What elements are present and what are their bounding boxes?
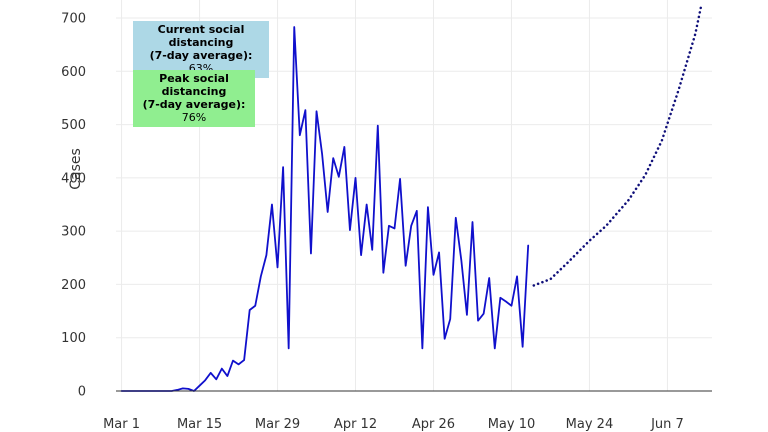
- peak-distancing-value: 76%: [181, 111, 207, 124]
- current-distancing-title-line-2: (7-day average):: [149, 49, 253, 62]
- x-tick-label: Mar 15: [177, 417, 222, 432]
- x-tick-label: May 10: [488, 417, 536, 432]
- x-tick-label: Apr 12: [334, 417, 377, 432]
- x-tick-label: Mar 29: [255, 417, 300, 432]
- current-distancing-title-line-1: Current social distancing: [157, 23, 245, 49]
- peak-distancing-title-line-2: (7-day average):: [142, 98, 246, 111]
- y-tick-label: 500: [61, 118, 86, 133]
- y-tick-label: 0: [78, 385, 86, 400]
- y-axis-title: Cases: [68, 148, 84, 190]
- y-tick-labels: 0 100 200 300 400 500 600 700: [61, 12, 86, 400]
- x-tick-labels: Mar 1 Mar 15 Mar 29 Apr 12 Apr 26 May 10 May 2…: [103, 417, 684, 432]
- y-tick-label: 400: [61, 171, 86, 186]
- series-lines: [120, 6, 703, 392]
- peak-social-distancing-annotation: Peak social distancing (7-day average): …: [133, 70, 255, 127]
- daily-cases-line: [120, 26, 530, 392]
- x-tick-label: Mar 1: [103, 417, 140, 432]
- projected-cases-line: [532, 6, 703, 287]
- y-tick-label: 600: [61, 65, 86, 80]
- x-tick-label: Jun 7: [650, 417, 684, 432]
- x-tick-label: Apr 26: [412, 417, 455, 432]
- y-tick-label: 100: [61, 331, 86, 346]
- x-tick-label: May 24: [566, 417, 614, 432]
- y-tick-label: 700: [61, 12, 86, 27]
- y-tick-label: 200: [61, 278, 86, 293]
- y-tick-label: 300: [61, 225, 86, 240]
- peak-distancing-title-line-1: Peak social distancing: [159, 72, 229, 98]
